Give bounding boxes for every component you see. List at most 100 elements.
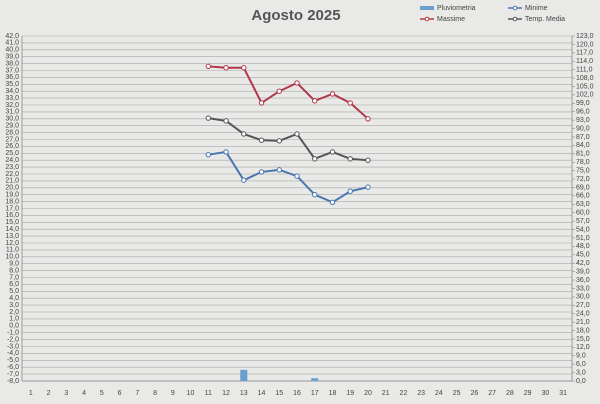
legend-label: Temp. Media — [525, 16, 565, 23]
y-tick-label: -3,0 — [7, 343, 19, 350]
marker — [276, 88, 282, 94]
y2-tick-label: 117,0 — [576, 50, 593, 57]
x-tick-label: 14 — [258, 390, 266, 397]
y2-tick-label: 63,0 — [576, 201, 590, 208]
x-tick-label: 21 — [382, 390, 390, 397]
y2-tick-label: 54,0 — [576, 226, 590, 233]
y2-tick-label: 102,0 — [576, 92, 594, 99]
x-tick-label: 16 — [293, 390, 301, 397]
marker — [294, 80, 300, 86]
y-tick-label: 37,0 — [5, 67, 19, 74]
legend-label: Massime — [437, 16, 465, 23]
bar — [240, 369, 248, 381]
y-tick-label: -4,0 — [7, 350, 19, 357]
y2-tick-label: 39,0 — [576, 268, 590, 275]
x-tick-label: 19 — [346, 390, 354, 397]
y2-tick-label: 6,0 — [576, 361, 586, 368]
marker — [258, 137, 265, 143]
x-tick-label: 30 — [541, 390, 549, 397]
x-tick-label: 17 — [311, 390, 319, 397]
y-tick-label: 13,0 — [5, 233, 19, 240]
x-tick-label: 2 — [47, 390, 51, 397]
x-tick-label: 8 — [153, 390, 157, 397]
y-tick-label: 40,0 — [5, 47, 19, 54]
marker — [205, 63, 211, 70]
y2-tick-label: 87,0 — [576, 134, 590, 141]
y-tick-label: -1,0 — [7, 330, 19, 337]
y-tick-label: 22,0 — [5, 171, 19, 178]
y-tick-label: 8,0 — [9, 267, 19, 274]
y-tick-label: -5,0 — [7, 357, 19, 364]
x-tick-label: 31 — [559, 390, 567, 397]
y-tick-label: 21,0 — [5, 178, 19, 185]
chart-title: Agosto 2025 — [251, 7, 340, 24]
marker — [294, 173, 300, 179]
marker — [365, 157, 371, 163]
y-tick-label: 27,0 — [5, 136, 19, 143]
y2-tick-label: 36,0 — [576, 277, 590, 284]
y2-tick-label: 42,0 — [576, 260, 590, 267]
y2-tick-label: 18,0 — [576, 327, 590, 334]
y-tick-label: 28,0 — [5, 129, 19, 136]
y-tick-label: 23,0 — [5, 164, 19, 171]
marker — [223, 149, 229, 155]
x-tick-label: 18 — [329, 390, 337, 397]
x-tick-label: 13 — [240, 390, 248, 397]
y-tick-label: 36,0 — [5, 74, 19, 81]
y2-tick-label: 51,0 — [576, 235, 590, 242]
y2-tick-label: 111,0 — [576, 67, 593, 74]
y-tick-label: 9,0 — [9, 261, 19, 268]
y-tick-label: 6,0 — [9, 281, 19, 288]
y2-tick-label: 24,0 — [576, 311, 590, 318]
legend-swatch — [512, 16, 518, 22]
y2-tick-label: 60,0 — [576, 210, 590, 217]
x-tick-label: 12 — [222, 390, 230, 397]
marker — [258, 169, 265, 175]
x-tick-label: 6 — [118, 390, 122, 397]
x-tick-label: 25 — [453, 390, 461, 397]
y-tick-label: 3,0 — [9, 302, 19, 309]
y-tick-label: 30,0 — [5, 116, 19, 123]
y-tick-label: 19,0 — [5, 192, 19, 199]
x-tick-label: 11 — [205, 390, 212, 397]
marker — [312, 192, 318, 198]
y-tick-label: 4,0 — [9, 295, 19, 302]
marker — [205, 151, 211, 158]
y-tick-label: 20,0 — [5, 185, 19, 192]
legend-label: Pluviometria — [437, 5, 476, 12]
x-tick-label: 27 — [488, 390, 496, 397]
y2-tick-label: 27,0 — [576, 302, 590, 309]
marker — [347, 100, 353, 106]
x-tick-label: 5 — [100, 390, 104, 397]
y-tick-label: 18,0 — [5, 198, 19, 205]
marker — [276, 138, 282, 144]
marker — [294, 131, 300, 137]
marker — [241, 131, 247, 137]
y-tick-label: 41,0 — [5, 40, 19, 47]
x-tick-label: 3 — [64, 390, 68, 397]
marker — [241, 65, 247, 71]
y2-tick-label: 30,0 — [576, 294, 590, 301]
y-tick-label: -7,0 — [7, 371, 19, 378]
x-tick-label: 15 — [275, 390, 283, 397]
y2-tick-label: 15,0 — [576, 336, 590, 343]
y2-tick-label: 99,0 — [576, 100, 590, 107]
bar — [311, 378, 319, 381]
y2-tick-label: 90,0 — [576, 125, 590, 132]
marker — [329, 199, 336, 205]
marker — [347, 188, 353, 194]
y-tick-label: 2,0 — [9, 309, 19, 316]
x-tick-label: 7 — [135, 390, 139, 397]
marker — [365, 116, 371, 122]
y-tick-label: 1,0 — [9, 316, 19, 323]
marker — [223, 118, 229, 124]
y2-tick-label: 123,0 — [576, 33, 594, 40]
y2-tick-label: 12,0 — [576, 344, 590, 351]
series-line — [208, 117, 369, 162]
x-tick-label: 22 — [400, 390, 408, 397]
y-tick-label: 5,0 — [9, 288, 19, 295]
marker — [258, 100, 265, 106]
y2-tick-label: 105,0 — [576, 83, 594, 90]
y2-tick-label: 75,0 — [576, 167, 590, 174]
marker — [223, 65, 229, 71]
